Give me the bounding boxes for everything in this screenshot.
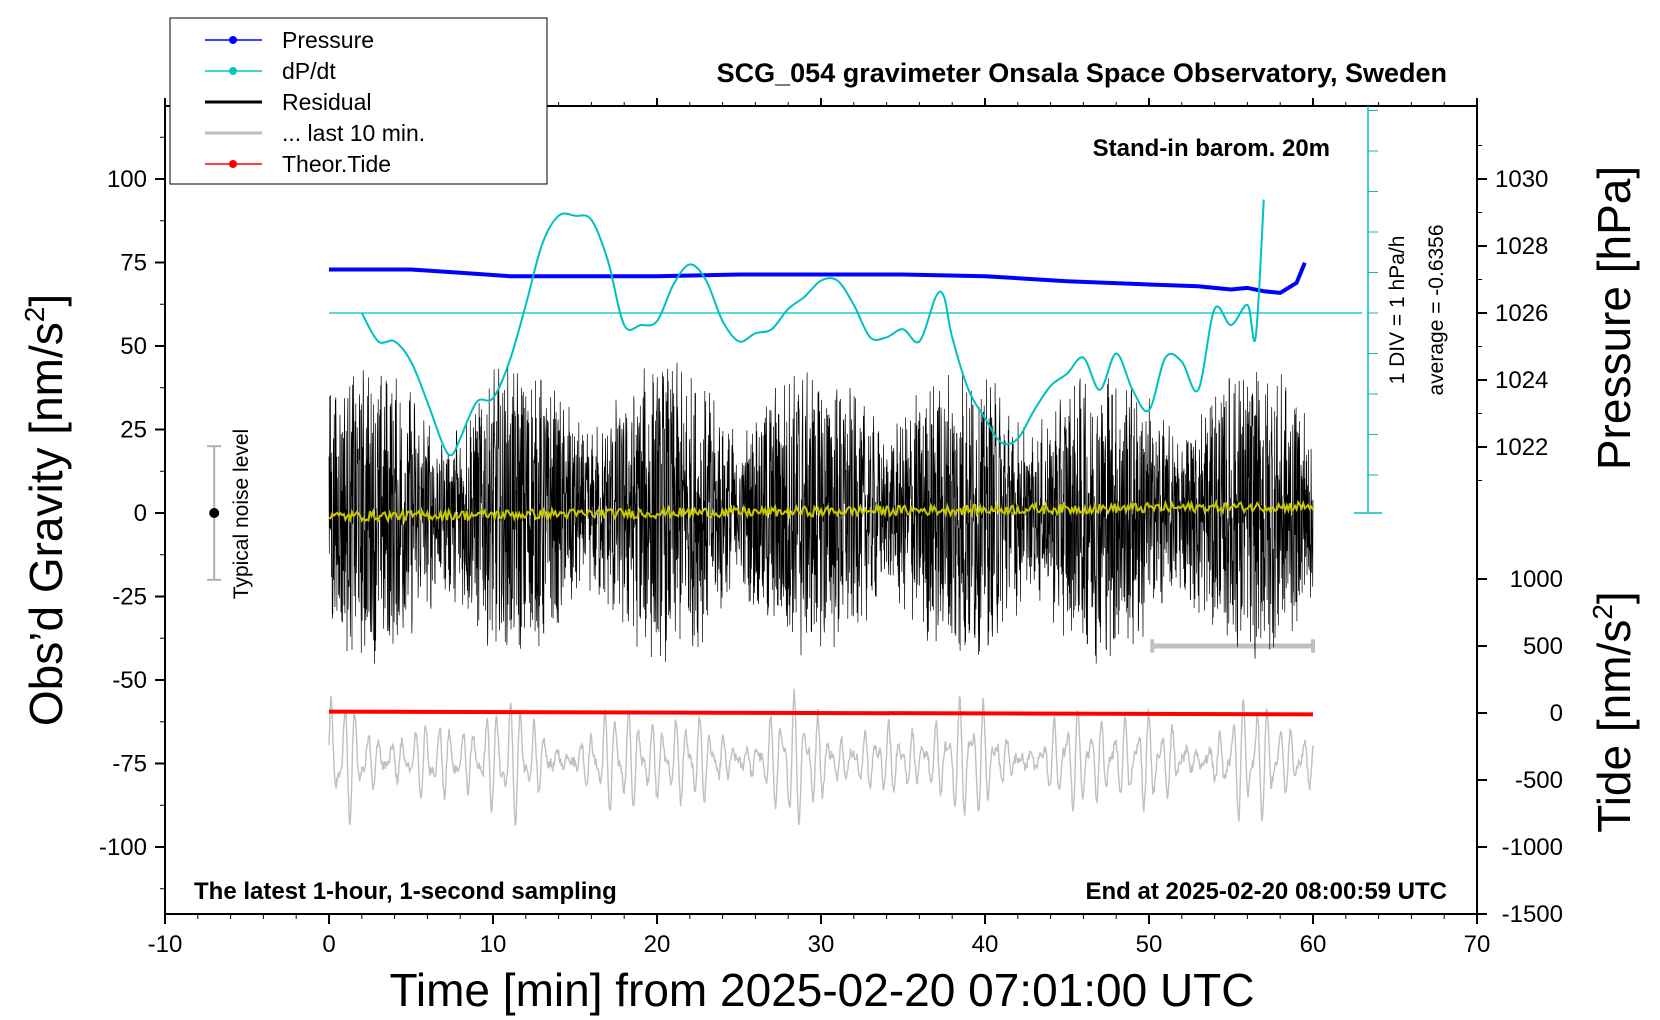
legend: Pressure dP/dt Residual ... last 10 min. The…: [169, 17, 548, 185]
left-axis-title-text: Obs’d Gravity [nm/s: [20, 322, 72, 726]
pressure-line: [329, 262, 1307, 295]
residual-smoothed-series: [328, 498, 1314, 524]
dpdt-scale-label: 1 DIV = 1 hPa/h: [1386, 236, 1409, 385]
left-axis-title: Obs’d Gravity [nm/s2]: [19, 294, 72, 726]
legend-swatch-marker: [229, 36, 237, 44]
x-tick-label: 40: [972, 931, 999, 958]
tide-line: [328, 709, 1314, 717]
pressure-tick-label: 1026: [1495, 300, 1548, 327]
pressure-axis-ticks: 1030 1028 1026 1024 1022: [1477, 145, 1548, 481]
tide-tick-label: -500: [1515, 767, 1563, 794]
x-tick-label: 50: [1136, 931, 1163, 958]
legend-label: dP/dt: [282, 58, 336, 84]
tide-tick-label: -1500: [1502, 901, 1563, 928]
x-axis-title: Time [min] from 2025-02-20 07:01:00 UTC: [390, 964, 1255, 1016]
dpdt-scale-axis: [329, 106, 1382, 514]
left-tick-label: 50: [120, 333, 147, 360]
residual-series: [328, 362, 1314, 664]
legend-swatch-marker: [229, 160, 237, 168]
pressure-tick-label: 1028: [1495, 233, 1548, 260]
noise-center-dot: [209, 508, 220, 518]
dpdt-line: [360, 199, 1265, 457]
x-axis-ticks: -10 0 10 20 30 40 50 60 70: [148, 98, 1491, 958]
note-topright: Stand-in barom. 20m: [1093, 135, 1330, 162]
residual-line: [328, 362, 1314, 664]
note-bottomright: End at 2025-02-20 08:00:59 UTC: [1086, 878, 1448, 905]
tide-axis-title-close: ]: [1588, 591, 1640, 604]
residual-smoothed-line: [328, 498, 1314, 524]
x-tick-label: 70: [1464, 931, 1491, 958]
pressure-series: [329, 262, 1307, 295]
pressure-tick-label: 1022: [1495, 434, 1548, 461]
left-tick-label: -50: [112, 667, 147, 694]
tide-tick-label: -1000: [1502, 834, 1563, 861]
last-10-min-line: [328, 688, 1314, 826]
tide-axis-title-text: Tide [nm/s: [1588, 620, 1640, 833]
tide-axis-ticks: 1000 500 0 -500 -1000 -1500: [1477, 566, 1563, 928]
dpdt-series: [360, 199, 1265, 457]
tide-tick-label: 0: [1550, 700, 1563, 727]
left-tick-label: 75: [120, 250, 147, 277]
note-bottomleft: The latest 1-hour, 1-second sampling: [194, 878, 617, 905]
left-tick-label: 0: [134, 500, 147, 527]
last-10-min-series: [328, 639, 1315, 826]
legend-swatch-marker: [229, 67, 237, 75]
left-tick-label: 100: [107, 166, 147, 193]
legend-label: Residual: [282, 89, 372, 115]
x-tick-label: 60: [1300, 931, 1327, 958]
pressure-tick-label: 1024: [1495, 367, 1548, 394]
legend-label: Theor.Tide: [282, 151, 391, 177]
chart-title: SCG_054 gravimeter Onsala Space Observat…: [717, 58, 1447, 88]
dpdt-average-label: average = -0.6356: [1425, 224, 1448, 395]
noise-level-label: Typical noise level: [230, 429, 253, 599]
legend-label: ... last 10 min.: [282, 120, 425, 146]
tide-axis-title: Tide [nm/s2]: [1587, 591, 1640, 832]
left-tick-label: 25: [120, 417, 147, 444]
left-tick-label: -75: [112, 751, 147, 778]
x-tick-label: -10: [148, 931, 183, 958]
theoretical-tide-series: [328, 709, 1314, 717]
legend-label: Pressure: [282, 27, 374, 53]
tide-tick-label: 500: [1523, 633, 1563, 660]
x-tick-label: 20: [644, 931, 671, 958]
x-tick-label: 30: [808, 931, 835, 958]
noise-level-indicator: [207, 445, 222, 581]
tide-tick-label: 1000: [1510, 566, 1563, 593]
left-axis-title-close: ]: [20, 294, 72, 307]
tide-axis-title-sup: 2: [1587, 604, 1618, 620]
left-tick-label: -100: [99, 834, 147, 861]
x-tick-label: 10: [480, 931, 507, 958]
left-axis-title-sup: 2: [19, 307, 50, 323]
pressure-axis-title: Pressure [hPa]: [1588, 166, 1640, 470]
left-tick-label: -25: [112, 584, 147, 611]
left-axis-ticks: 100 75 50 25 0 -25 -50 -75 -100: [99, 136, 165, 890]
x-tick-label: 0: [322, 931, 335, 958]
pressure-tick-label: 1030: [1495, 166, 1548, 193]
